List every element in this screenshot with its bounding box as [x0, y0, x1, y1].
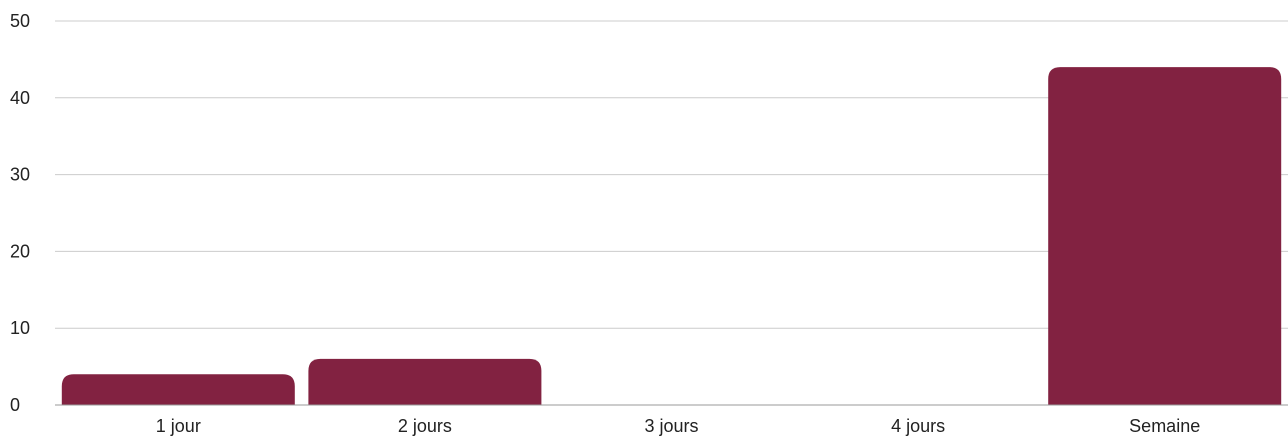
bar-2-jours	[308, 358, 542, 405]
bars	[61, 67, 1282, 405]
x-axis-category-labels: 1 jour 2 jours 3 jours 4 jours Semaine	[156, 416, 1200, 436]
y-tick-label-10: 10	[10, 318, 30, 338]
x-category-label-4-jours: 4 jours	[891, 416, 945, 436]
x-category-label-2-jours: 2 jours	[398, 416, 452, 436]
y-tick-label-0: 0	[10, 395, 20, 415]
x-category-label-semaine: Semaine	[1129, 416, 1200, 436]
x-category-label-3-jours: 3 jours	[644, 416, 698, 436]
bar-semaine	[1048, 67, 1282, 405]
y-tick-label-20: 20	[10, 241, 30, 261]
y-tick-label-30: 30	[10, 165, 30, 185]
y-axis-tick-labels: 0 10 20 30 40 50	[10, 11, 30, 415]
y-tick-label-40: 40	[10, 88, 30, 108]
x-category-label-1-jour: 1 jour	[156, 416, 201, 436]
y-tick-label-50: 50	[10, 11, 30, 31]
bar-1-jour	[61, 374, 295, 405]
